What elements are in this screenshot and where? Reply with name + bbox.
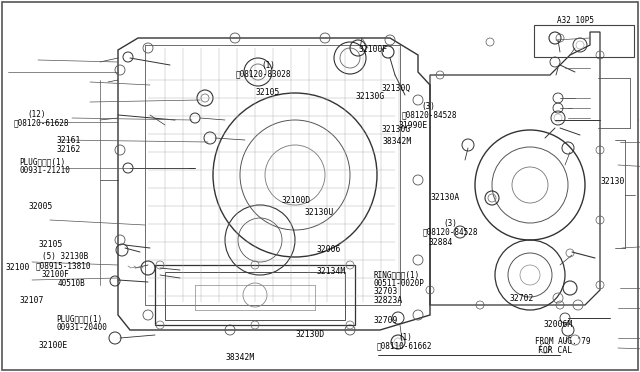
- Text: (1): (1): [398, 333, 412, 342]
- Text: 32709: 32709: [374, 316, 398, 325]
- Text: 32100: 32100: [5, 263, 29, 272]
- Text: 32100D: 32100D: [282, 196, 311, 205]
- Text: 38342M: 38342M: [383, 137, 412, 146]
- Text: Ⓑ08120-84528: Ⓑ08120-84528: [402, 110, 458, 119]
- Text: 32006: 32006: [316, 246, 340, 254]
- Text: 40510B: 40510B: [58, 279, 85, 288]
- Text: Ⓑ08110-61662: Ⓑ08110-61662: [376, 341, 432, 350]
- Text: (12): (12): [27, 110, 45, 119]
- Text: 32100E: 32100E: [38, 341, 68, 350]
- Text: FROM AUG.'79: FROM AUG.'79: [535, 337, 591, 346]
- Text: Ⓑ08120-61628: Ⓑ08120-61628: [14, 118, 70, 127]
- Text: (3): (3): [443, 219, 457, 228]
- Text: 32884: 32884: [429, 238, 453, 247]
- Text: 32130Q: 32130Q: [381, 84, 411, 93]
- Text: 32161: 32161: [56, 136, 81, 145]
- Text: 32130G: 32130G: [381, 125, 411, 134]
- Text: 32134M: 32134M: [316, 267, 346, 276]
- Text: 32703: 32703: [374, 287, 398, 296]
- Text: 32130: 32130: [600, 177, 625, 186]
- Text: RINGリング(1): RINGリング(1): [374, 271, 420, 280]
- Text: 00511-0020P: 00511-0020P: [374, 279, 424, 288]
- Text: 32005: 32005: [29, 202, 53, 211]
- Text: 32130D: 32130D: [296, 330, 325, 339]
- Text: Ⓑ08120-83028: Ⓑ08120-83028: [236, 69, 291, 78]
- Text: 31990E: 31990E: [398, 121, 428, 130]
- Text: 32100F: 32100F: [42, 270, 69, 279]
- Text: 32006M: 32006M: [544, 320, 573, 329]
- Text: 32702: 32702: [509, 294, 534, 303]
- Text: PLUGプラグ(1): PLUGプラグ(1): [56, 315, 102, 324]
- Text: 32107: 32107: [19, 296, 44, 305]
- Text: (1): (1): [261, 61, 275, 70]
- Text: 32130U: 32130U: [305, 208, 334, 217]
- Text: 32130A: 32130A: [430, 193, 460, 202]
- Text: 32105: 32105: [256, 88, 280, 97]
- Text: (5) 32130B: (5) 32130B: [42, 252, 88, 261]
- Text: Ⓑ08120-84528: Ⓑ08120-84528: [422, 227, 478, 236]
- Text: (3): (3): [421, 102, 435, 111]
- Text: 32100F: 32100F: [358, 45, 388, 54]
- Text: Ⓥ08915-13810: Ⓥ08915-13810: [35, 261, 91, 270]
- Text: 00931-20400: 00931-20400: [56, 323, 107, 332]
- Text: 38342M: 38342M: [225, 353, 255, 362]
- Text: 00931-21210: 00931-21210: [19, 166, 70, 175]
- Text: 32162: 32162: [56, 145, 81, 154]
- Text: 32105: 32105: [38, 240, 63, 249]
- Text: FOR CAL: FOR CAL: [538, 346, 572, 355]
- Text: A32 10P5: A32 10P5: [557, 16, 594, 25]
- Text: PLUGプラグ(1): PLUGプラグ(1): [19, 158, 65, 167]
- Text: 32823A: 32823A: [374, 296, 403, 305]
- Text: 32130G: 32130G: [356, 92, 385, 101]
